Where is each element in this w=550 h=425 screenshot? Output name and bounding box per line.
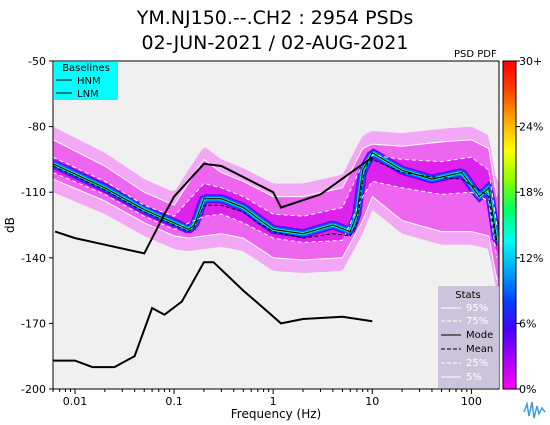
series-line-5pct bbox=[53, 178, 498, 280]
colorbar bbox=[502, 60, 517, 390]
colorbar-tick-label: 18% bbox=[519, 186, 543, 199]
y-tick-label: -140 bbox=[21, 252, 46, 265]
colorbar-tick-label: 12% bbox=[519, 252, 543, 265]
series-line-mean bbox=[53, 158, 498, 247]
y-tick-label: -170 bbox=[21, 317, 46, 330]
x-tick-label: 1 bbox=[270, 395, 277, 408]
chart-subtitle: 02-JUN-2021 / 02-AUG-2021 bbox=[142, 32, 409, 54]
series-line-25pct bbox=[53, 172, 498, 258]
colorbar-tick-label: 0% bbox=[519, 383, 536, 396]
x-axis-label: Frequency (Hz) bbox=[231, 407, 322, 421]
colorbar-tick-label: 6% bbox=[519, 317, 536, 330]
series-line-mode bbox=[53, 152, 498, 241]
series-lines bbox=[53, 139, 498, 369]
x-axis: 0.01 0.1 1 10 100 bbox=[52, 389, 482, 408]
density-band-mid bbox=[53, 155, 499, 258]
y-axis: -50 -80 -110 -140 -170 -200 bbox=[21, 55, 53, 396]
y-tick-label: -200 bbox=[21, 383, 46, 396]
colorbar-tick-label: 30+ bbox=[519, 55, 542, 68]
p25-legend-label: 25% bbox=[466, 358, 488, 369]
x-tick-label: 100 bbox=[461, 395, 482, 408]
x-tick-label: 0.01 bbox=[63, 395, 88, 408]
logo-icon bbox=[522, 398, 548, 422]
baselines-legend-title: Baselines bbox=[62, 63, 110, 74]
stats-legend: Stats 95% 75% Mode Mean 25% 5% bbox=[438, 286, 499, 388]
colorbar-ticks: 30+ 24% 18% 12% 6% 0% bbox=[516, 55, 543, 396]
y-axis-label: dB bbox=[3, 217, 17, 233]
stats-legend-title: Stats bbox=[455, 290, 481, 301]
stats-legend-box bbox=[438, 286, 499, 388]
series-line-hnm bbox=[54, 156, 373, 255]
p5-legend-label: 5% bbox=[466, 372, 482, 383]
hnm-legend-label: HNM bbox=[77, 76, 101, 87]
mean-legend-label: Mean bbox=[466, 344, 493, 355]
plot-frame bbox=[52, 60, 500, 390]
baselines-legend-box bbox=[54, 62, 118, 100]
lnm-legend-label: LNM bbox=[77, 89, 99, 100]
mode-legend-label: Mode bbox=[466, 330, 493, 341]
y-tick-label: -110 bbox=[21, 186, 46, 199]
p95-legend-label: 95% bbox=[466, 303, 488, 314]
psd-pdf-label: PSD PDF bbox=[454, 49, 497, 60]
series-line-lnm bbox=[53, 261, 373, 369]
y-tick-label: -80 bbox=[28, 121, 46, 134]
series-line-95pct bbox=[53, 139, 498, 206]
chart-title: YM.NJ150.--.CH2 : 2954 PSDs bbox=[136, 7, 413, 29]
x-tick-label: 10 bbox=[365, 395, 379, 408]
p75-legend-label: 75% bbox=[466, 316, 488, 327]
x-tick-label: 0.1 bbox=[165, 395, 183, 408]
y-tick-label: -50 bbox=[28, 55, 46, 68]
colorbar-tick-label: 24% bbox=[519, 121, 543, 134]
baselines-legend: Baselines HNM LNM bbox=[54, 62, 118, 100]
